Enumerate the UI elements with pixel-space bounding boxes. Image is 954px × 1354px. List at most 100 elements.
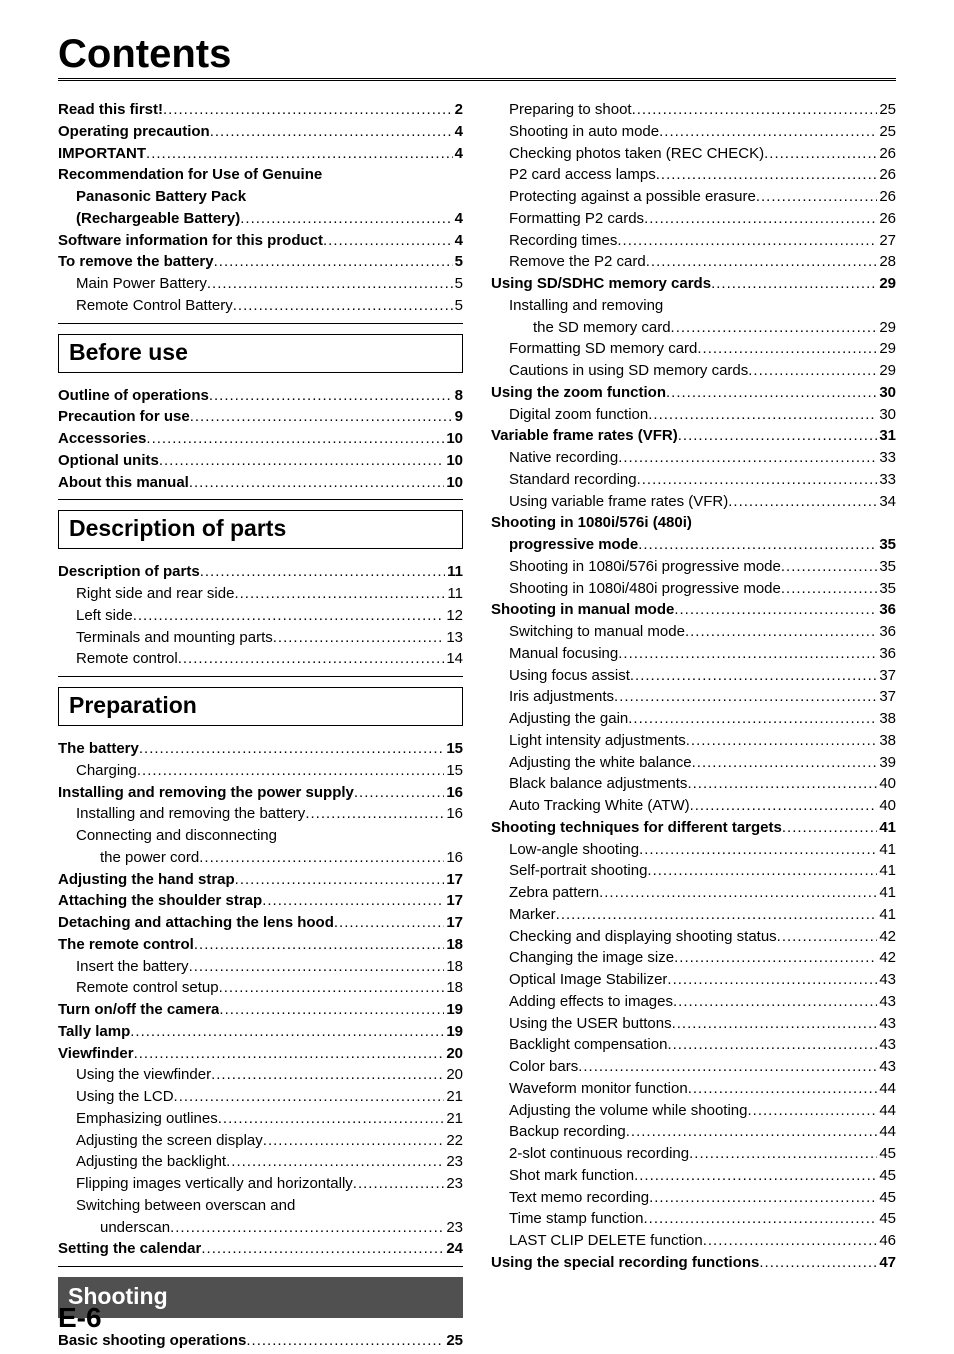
toc-leader-dots: [644, 1208, 878, 1230]
section-divider: [58, 676, 463, 677]
toc-entry-label: Preparing to shoot: [509, 99, 632, 121]
toc-leader-dots: [201, 1238, 444, 1260]
toc-entry-label: Using the USER buttons: [509, 1013, 672, 1035]
toc-entry: Digital zoom function30: [491, 404, 896, 426]
toc-leader-dots: [134, 1043, 445, 1065]
toc-entry: Left side12: [58, 605, 463, 627]
toc-entry-label: the SD memory card: [533, 317, 671, 339]
toc-entry: Flipping images vertically and horizonta…: [58, 1173, 463, 1195]
toc-entry-label: Left side: [76, 605, 133, 627]
toc-entry-label: Cautions in using SD memory cards: [509, 360, 748, 382]
toc-entry: Adjusting the hand strap17: [58, 869, 463, 891]
toc-leader-dots: [637, 469, 878, 491]
toc-leader-dots: [759, 1252, 877, 1274]
toc-entry: Native recording33: [491, 447, 896, 469]
toc-entry-label: Formatting P2 cards: [509, 208, 644, 230]
toc-page-number: 20: [444, 1043, 463, 1065]
toc-page-number: 10: [444, 428, 463, 450]
toc-page-number: 21: [444, 1086, 463, 1108]
toc-entry-label: Accessories: [58, 428, 146, 450]
toc-entry: Standard recording33: [491, 469, 896, 491]
toc-entry: Using the special recording functions47: [491, 1252, 896, 1274]
toc-leader-dots: [687, 773, 877, 795]
toc-entry-label: Text memo recording: [509, 1187, 649, 1209]
toc-page-number: 20: [444, 1064, 463, 1086]
toc-entry-label: Shooting in 1080i/576i (480i): [491, 512, 692, 534]
toc-entry: Color bars43: [491, 1056, 896, 1078]
toc-leader-dots: [262, 890, 444, 912]
toc-page-number: 29: [877, 338, 896, 360]
toc-page-number: 18: [444, 934, 463, 956]
toc-page-number: 37: [877, 686, 896, 708]
toc-leader-dots: [199, 847, 444, 869]
toc-page-number: 43: [877, 991, 896, 1013]
toc-entry-label: P2 card access lamps: [509, 164, 656, 186]
toc-page-number: 19: [444, 1021, 463, 1043]
toc-leader-dots: [556, 904, 878, 926]
toc-leader-dots: [685, 621, 877, 643]
toc-entry-label: Digital zoom function: [509, 404, 648, 426]
toc-entry-label: The battery: [58, 738, 139, 760]
toc-entry-label: LAST CLIP DELETE function: [509, 1230, 703, 1252]
toc-page-number: 29: [877, 273, 896, 295]
toc-page-number: 44: [877, 1078, 896, 1100]
toc-leader-dots: [690, 795, 878, 817]
toc-entry: Operating precaution4: [58, 121, 463, 143]
toc-leader-dots: [646, 251, 878, 273]
toc-entry-label: Remote control setup: [76, 977, 219, 999]
toc-entry-label: Installing and removing the power supply: [58, 782, 354, 804]
toc-leader-dots: [781, 578, 877, 600]
toc-entry-label: Waveform monitor function: [509, 1078, 688, 1100]
toc-entry: the SD memory card29: [491, 317, 896, 339]
toc-page-number: 21: [444, 1108, 463, 1130]
toc-page-number: 17: [444, 890, 463, 912]
toc-leader-dots: [146, 143, 453, 165]
toc-entry: P2 card access lamps26: [491, 164, 896, 186]
toc-page-number: 26: [877, 186, 896, 208]
toc-leader-dots: [178, 648, 445, 670]
toc-leader-dots: [678, 425, 878, 447]
toc-entry-label: Adjusting the screen display: [76, 1130, 263, 1152]
toc-entry: Software information for this product4: [58, 230, 463, 252]
toc-leader-dots: [273, 627, 445, 649]
toc-page-number: 38: [877, 708, 896, 730]
toc-entry-label: Shooting in auto mode: [509, 121, 659, 143]
toc-leader-dots: [234, 583, 445, 605]
toc-entry-label: Checking and displaying shooting status: [509, 926, 777, 948]
toc-page-number: 36: [877, 599, 896, 621]
toc-entry: Charging15: [58, 760, 463, 782]
toc-entry: About this manual10: [58, 472, 463, 494]
page-footer: E-6: [58, 1302, 102, 1334]
toc-entry: Preparing to shoot25: [491, 99, 896, 121]
toc-entry-label: Shooting in 1080i/576i progressive mode: [509, 556, 781, 578]
toc-entry: Read this first!2: [58, 99, 463, 121]
section-heading: Shooting: [58, 1277, 463, 1318]
toc-entry: Connecting and disconnecting: [58, 825, 463, 847]
toc-entry: Adjusting the gain38: [491, 708, 896, 730]
toc-leader-dots: [211, 1064, 444, 1086]
toc-entry: underscan23: [58, 1217, 463, 1239]
toc-leader-dots: [353, 1173, 445, 1195]
toc-leader-dots: [334, 912, 444, 934]
toc-leader-dots: [159, 450, 444, 472]
toc-entry: Marker41: [491, 904, 896, 926]
toc-page-number: 43: [877, 969, 896, 991]
toc-page-number: 4: [453, 143, 463, 165]
toc-entry: Using the zoom function30: [491, 382, 896, 404]
toc-entry: Using variable frame rates (VFR)34: [491, 491, 896, 513]
toc-leader-dots: [218, 1108, 445, 1130]
toc-leader-dots: [649, 1187, 877, 1209]
toc-leader-dots: [648, 404, 877, 426]
toc-page-number: 13: [444, 627, 463, 649]
toc-entry-label: Recommendation for Use of Genuine: [58, 164, 322, 186]
toc-page-number: 4: [453, 208, 463, 230]
toc-leader-dots: [207, 273, 453, 295]
toc-entry-label: Using SD/SDHC memory cards: [491, 273, 711, 295]
toc-entry-label: Shooting in manual mode: [491, 599, 674, 621]
toc-page-number: 36: [877, 621, 896, 643]
toc-page-number: 44: [877, 1100, 896, 1122]
toc-entry: Adding effects to images43: [491, 991, 896, 1013]
toc-entry: Backlight compensation43: [491, 1034, 896, 1056]
toc-entry: Viewfinder20: [58, 1043, 463, 1065]
toc-page-number: 23: [444, 1217, 463, 1239]
